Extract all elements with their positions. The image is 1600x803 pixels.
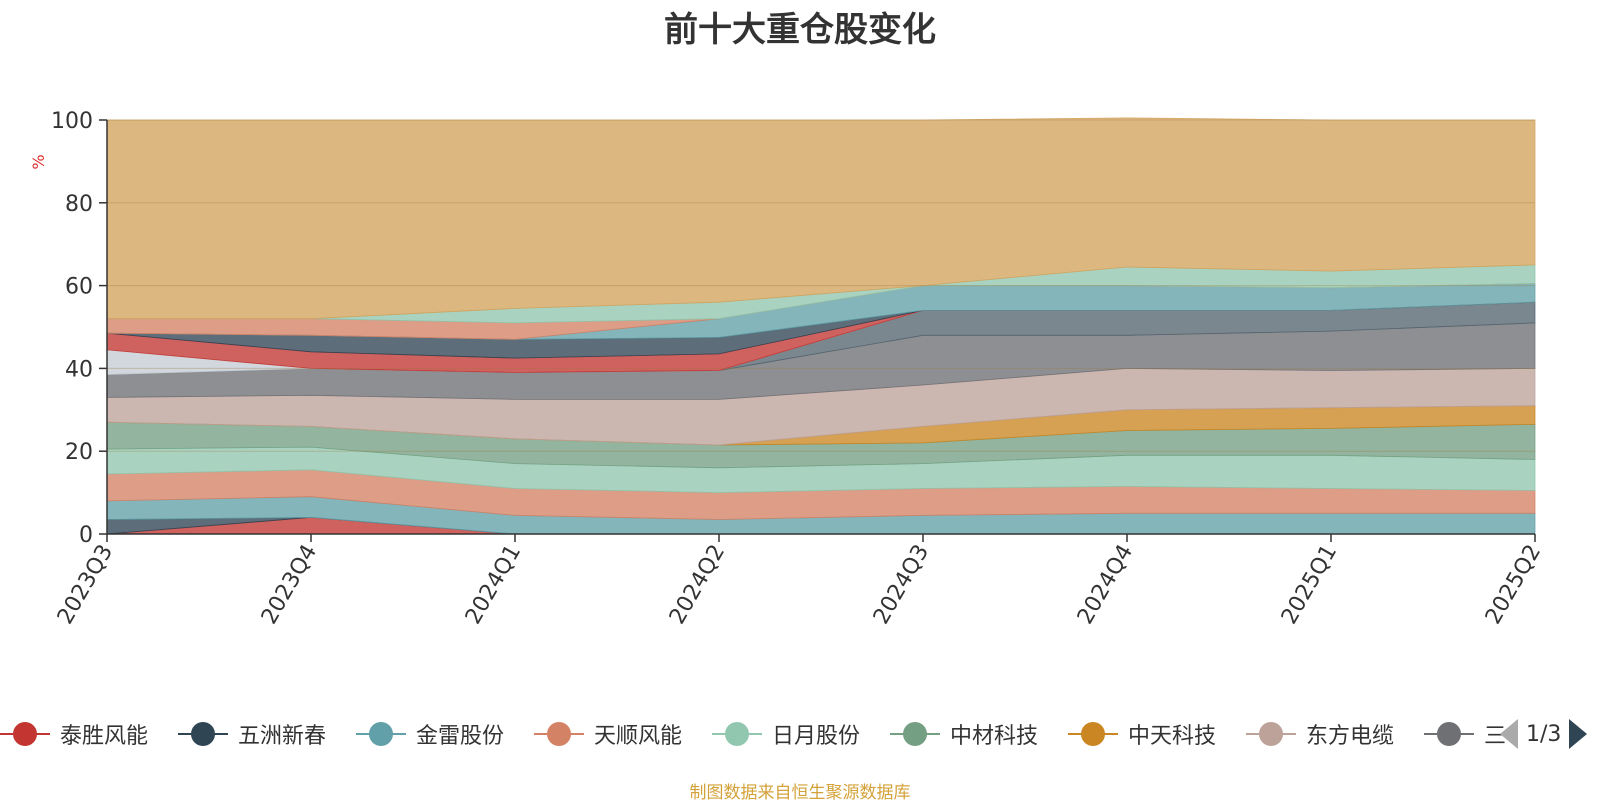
- legend-marker-icon: [178, 722, 228, 746]
- legend-item[interactable]: 日月股份: [712, 712, 860, 756]
- legend-item[interactable]: 东方电缆: [1246, 712, 1394, 756]
- legend-label: 中材科技: [950, 724, 1039, 749]
- legend-item[interactable]: 中天科技: [1068, 712, 1216, 756]
- y-tick-label: 80: [65, 192, 93, 217]
- legend-label: 天顺风能: [594, 724, 683, 749]
- y-tick-label: 100: [51, 109, 93, 134]
- x-tick-label: 2025Q2: [1481, 541, 1546, 629]
- legend-prev-page-icon[interactable]: [1500, 719, 1518, 749]
- legend-marker-icon: [712, 722, 762, 746]
- legend-label: 泰胜风能: [60, 724, 149, 749]
- y-tick-label: 20: [65, 440, 93, 465]
- legend-item[interactable]: 金雷股份: [356, 712, 504, 756]
- legend-label: 中天科技: [1128, 724, 1217, 749]
- x-tick-label: 2024Q1: [461, 541, 526, 629]
- legend: 泰胜风能 五洲新春 金雷股份 天顺风能 日月股份 中材科技 中天科技 东方电缆 三 1/3: [0, 712, 1600, 756]
- legend-item[interactable]: 三: [1424, 712, 1506, 756]
- x-tick-label: 2023Q4: [257, 541, 322, 629]
- legend-label: 东方电缆: [1306, 724, 1395, 749]
- legend-marker-icon: [534, 722, 584, 746]
- grid-lines: [107, 119, 1535, 452]
- legend-label: 五洲新春: [238, 724, 327, 749]
- stacked-area-chart: 0 20 40 60 80 100 2023Q3 2023Q4 2024Q1 2024Q2 2024…: [29, 109, 1546, 629]
- legend-item[interactable]: 五洲新春: [178, 712, 326, 756]
- y-tick-label: 60: [65, 275, 93, 300]
- x-tick-label: 2025Q1: [1277, 541, 1342, 629]
- legend-item[interactable]: 中材科技: [890, 712, 1038, 756]
- area-series-layer: [106, 117, 1536, 535]
- legend-next-page-icon[interactable]: [1569, 719, 1588, 749]
- legend-marker-icon: [0, 722, 50, 746]
- legend-item[interactable]: 泰胜风能: [0, 712, 148, 756]
- legend-label: 金雷股份: [416, 724, 505, 749]
- legend-marker-icon: [1246, 722, 1296, 746]
- y-tick-label: 40: [65, 357, 93, 382]
- legend-item[interactable]: 天顺风能: [534, 712, 682, 756]
- legend-marker-icon: [1068, 722, 1118, 746]
- y-tick-label: 0: [79, 523, 93, 548]
- source-note: 制图数据来自恒生聚源数据库: [689, 783, 911, 803]
- x-tick-label: 2023Q3: [53, 541, 118, 629]
- x-tick-label: 2024Q4: [1073, 541, 1138, 629]
- legend-pager: 1/3: [1500, 712, 1588, 756]
- legend-marker-icon: [1424, 722, 1474, 746]
- x-tick-label: 2024Q2: [665, 541, 730, 629]
- legend-marker-icon: [890, 722, 940, 746]
- area-series-16[interactable]: [106, 117, 1536, 320]
- x-tick-label: 2024Q3: [869, 541, 934, 629]
- legend-marker-icon: [356, 722, 406, 746]
- legend-label: 日月股份: [772, 724, 861, 749]
- chart-title: 前十大重仓股变化: [664, 10, 936, 50]
- y-axis-unit-label: %: [29, 154, 48, 169]
- legend-page-indicator: 1/3: [1526, 721, 1562, 747]
